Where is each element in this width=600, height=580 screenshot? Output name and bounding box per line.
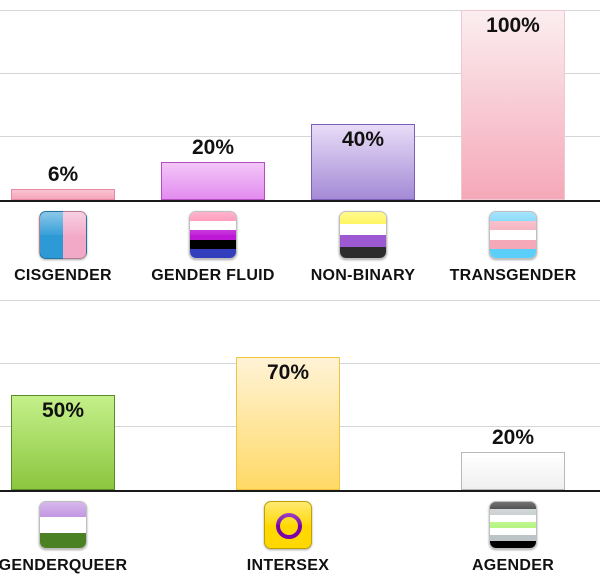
flag-stripe xyxy=(340,223,386,235)
bar-cisgender xyxy=(11,188,115,200)
x-axis-baseline xyxy=(0,490,600,492)
genderqueer-flag-icon xyxy=(39,501,87,549)
chart-top: 6% CISGENDER 20% GENDER FLUID 40% NON-BINARY 1… xyxy=(0,10,600,284)
agender-flag-icon xyxy=(489,501,537,549)
flag-gloss xyxy=(265,502,311,525)
genderfluid-flag-icon xyxy=(189,211,237,259)
transgender-flag-icon xyxy=(489,211,537,259)
flag-stripe xyxy=(40,517,86,533)
flag-stripe xyxy=(40,502,86,518)
data-label: 6% xyxy=(47,162,79,186)
flag-stripe xyxy=(340,235,386,247)
flag-gloss xyxy=(40,212,86,235)
data-label: 70% xyxy=(266,361,310,384)
category-label: CISGENDER xyxy=(14,267,112,284)
flag-stripe xyxy=(490,541,536,548)
flag-gloss xyxy=(190,212,236,235)
data-label: 20% xyxy=(191,136,235,159)
flag-stripe xyxy=(190,212,236,222)
flag-stripe xyxy=(190,230,236,240)
bar-gender-fluid xyxy=(161,162,265,200)
cisgender-flag-icon xyxy=(39,211,87,259)
intersex-ring xyxy=(276,513,302,539)
bar-agender xyxy=(461,452,565,490)
category-label: GENDERQUEER xyxy=(0,557,128,574)
bar-intersex xyxy=(236,357,340,490)
category-label: INTERSEX xyxy=(246,557,330,574)
flag-stripe xyxy=(490,248,536,258)
data-label: 40% xyxy=(341,128,385,151)
bar-non-binary xyxy=(311,124,415,200)
flag-stripe xyxy=(490,528,536,535)
category-label: NON-BINARY xyxy=(310,267,416,284)
chart-bottom: 50% GENDERQUEER 70% INTERSEX 20% AGENDER xyxy=(0,290,600,580)
flag-stripe xyxy=(490,221,536,231)
flag-stripe xyxy=(490,230,536,240)
gridline xyxy=(0,73,600,74)
category-label: GENDER FLUID xyxy=(151,267,275,284)
flag-stripe xyxy=(340,246,386,258)
flag-gloss xyxy=(490,212,536,235)
flag-stripe xyxy=(490,502,536,509)
gridline xyxy=(0,300,600,301)
flag-stripe xyxy=(490,521,536,529)
category-label: AGENDER xyxy=(471,557,555,574)
flag-stripe xyxy=(490,534,536,542)
flag-gloss xyxy=(340,212,386,235)
category-label: TRANSGENDER xyxy=(449,267,577,284)
bar-genderqueer xyxy=(11,395,115,490)
x-axis-baseline xyxy=(0,200,600,202)
flag-stripe xyxy=(190,239,236,249)
data-label: 20% xyxy=(491,426,535,449)
intersex-flag-icon xyxy=(264,501,312,549)
flag-gloss xyxy=(490,502,536,525)
nonbinary-flag-icon xyxy=(339,211,387,259)
data-label: 50% xyxy=(41,399,85,422)
bar-transgender xyxy=(461,10,565,200)
flag-gloss xyxy=(40,502,86,525)
flag-stripe xyxy=(340,212,386,224)
data-label: 100% xyxy=(486,14,540,37)
flag-stripe xyxy=(490,508,536,516)
gridline xyxy=(0,136,600,137)
flag-stripe xyxy=(490,515,536,522)
gridline xyxy=(0,10,600,11)
flag-stripe xyxy=(40,532,86,548)
flag-stripe xyxy=(190,248,236,258)
flag-stripe xyxy=(490,239,536,249)
flag-stripe xyxy=(190,221,236,231)
flag-stripe xyxy=(490,212,536,222)
